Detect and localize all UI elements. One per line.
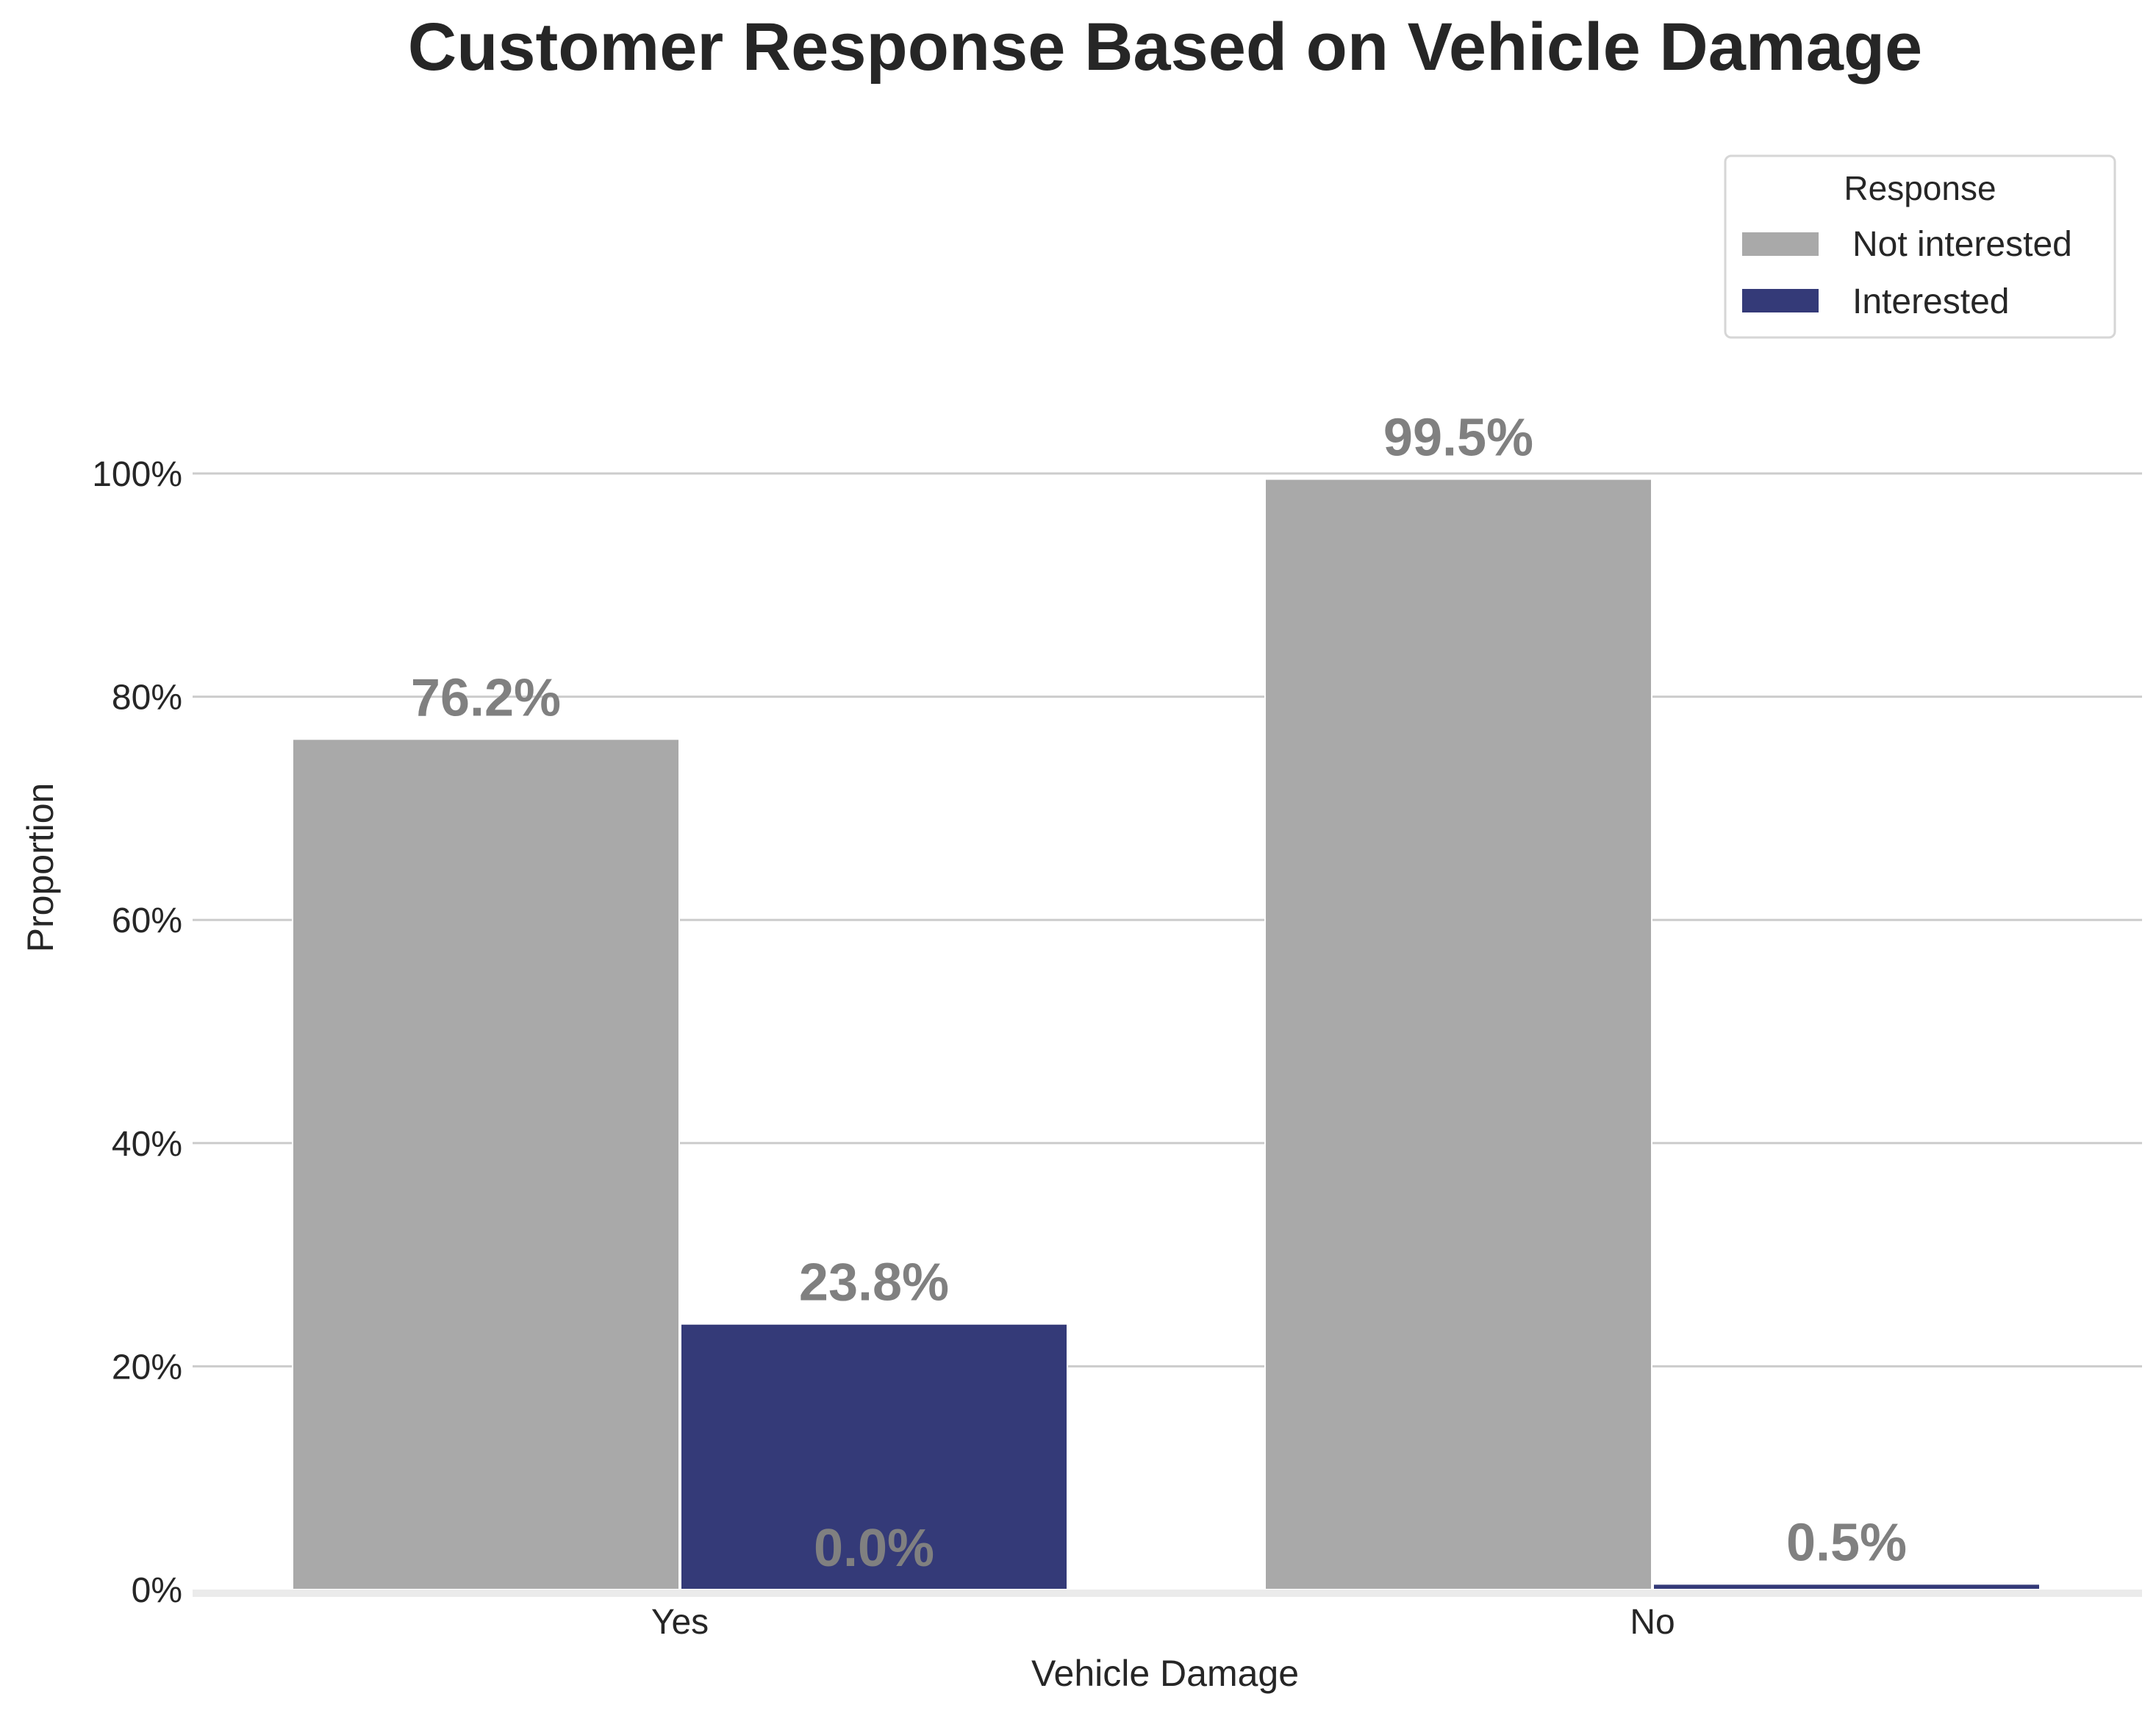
bar-not-interested-yes [292, 738, 680, 1590]
legend-swatch-interested [1742, 289, 1819, 312]
y-tick-labels: 0% 20% 40% 60% 80% 100% [92, 455, 182, 1610]
x-tick-label: No [1630, 1603, 1675, 1642]
y-tick-label: 40% [112, 1125, 182, 1164]
data-label: 0.5% [1786, 1513, 1907, 1572]
bars [292, 478, 2041, 1591]
bar-interested-no [1652, 1583, 2041, 1590]
x-tick-labels: Yes No [651, 1603, 1675, 1642]
y-tick-label: 0% [132, 1571, 182, 1610]
legend-label-not-interested: Not interested [1852, 225, 2072, 264]
y-tick-label: 80% [112, 679, 182, 718]
data-label: 99.5% [1383, 409, 1533, 468]
bar-interested-yes [680, 1323, 1068, 1590]
legend-frame [1724, 154, 2116, 339]
data-labels: 76.2% 23.8% 99.5% 0.5% 0.0% [411, 409, 1907, 1578]
legend-title: Response [1844, 169, 1996, 207]
data-label: 23.8% [799, 1254, 949, 1312]
data-label: 0.0% [814, 1519, 934, 1578]
x-axis-label: Vehicle Damage [1031, 1653, 1299, 1694]
legend-swatch-not-interested [1742, 232, 1819, 256]
y-tick-label: 60% [112, 901, 182, 940]
x-tick-label: Yes [651, 1603, 709, 1642]
legend: Response Not interested Interested [1724, 154, 2116, 339]
chart-title: Customer Response Based on Vehicle Damag… [408, 10, 1922, 85]
y-axis-label: Proportion [20, 783, 61, 953]
legend-label-interested: Interested [1852, 282, 2009, 321]
y-tick-label: 20% [112, 1348, 182, 1387]
data-label: 76.2% [411, 668, 561, 727]
y-tick-label: 100% [92, 455, 182, 494]
bar-not-interested-no [1264, 478, 1652, 1591]
x-axis-baseline [193, 1590, 2142, 1597]
